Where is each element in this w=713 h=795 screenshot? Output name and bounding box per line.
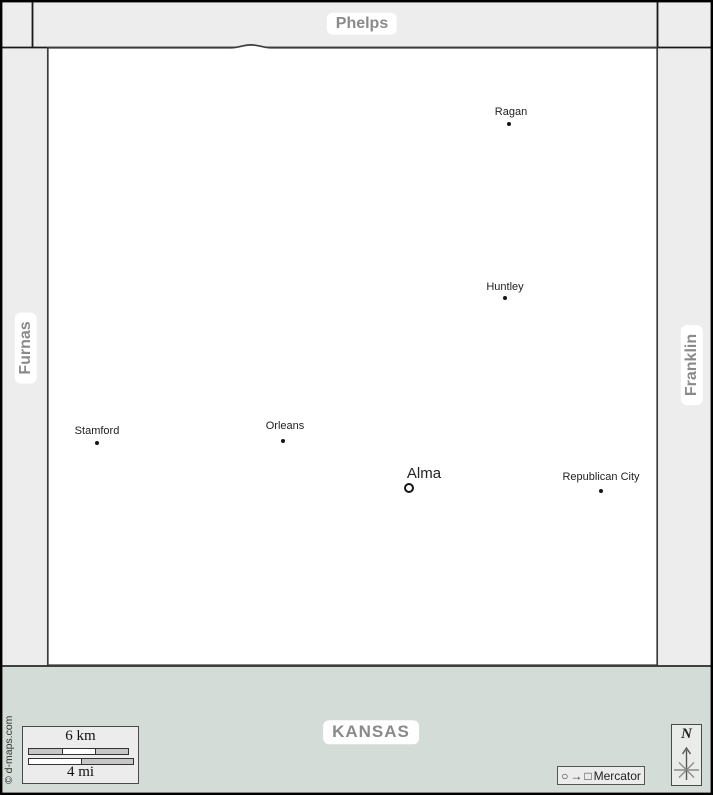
- arrow-right-icon: →: [570, 768, 583, 783]
- town-label: Orleans: [265, 420, 305, 432]
- town-label: Ragan: [494, 106, 528, 118]
- town-dot-icon: [281, 439, 285, 443]
- town-dot-icon: [507, 122, 511, 126]
- town-label: Republican City: [562, 471, 640, 483]
- square-icon: □: [584, 768, 592, 783]
- scale-segment: [29, 759, 81, 764]
- county-outline: [46, 44, 659, 667]
- compass-north-label: N: [681, 726, 692, 742]
- region-label-furnas: Furnas: [14, 312, 38, 384]
- scale-bar: 6 km 4 mi: [22, 726, 139, 784]
- projection-indicator: ○ → □ Mercator: [557, 766, 645, 785]
- town-dot-icon: [95, 441, 99, 445]
- scale-segment: [29, 749, 63, 754]
- scale-segment: [62, 749, 96, 754]
- compass-star-icon: [674, 746, 699, 780]
- town-dot-icon: [503, 296, 507, 300]
- scale-km-label: 6 km: [65, 728, 96, 744]
- town-dot-icon: [599, 489, 603, 493]
- sphere-icon: ○: [561, 768, 569, 783]
- region-label-kansas: KANSAS: [323, 720, 419, 744]
- scale-segment: [95, 749, 128, 754]
- county-seat-ring-icon: [404, 483, 414, 493]
- region-label-phelps: Phelps: [326, 12, 398, 36]
- scale-bar-km: [28, 748, 129, 755]
- town-label: Alma: [406, 465, 442, 482]
- compass-rose: N: [671, 724, 702, 786]
- scale-mi-label: 4 mi: [66, 764, 95, 780]
- scale-segment: [81, 759, 133, 764]
- copyright-credit: © d-maps.com: [3, 715, 15, 784]
- town-label: Stamford: [74, 425, 120, 437]
- scale-bar-mi: [28, 758, 134, 765]
- town-label: Huntley: [486, 281, 524, 293]
- projection-name: Mercator: [593, 768, 641, 783]
- region-label-franklin: Franklin: [680, 324, 704, 406]
